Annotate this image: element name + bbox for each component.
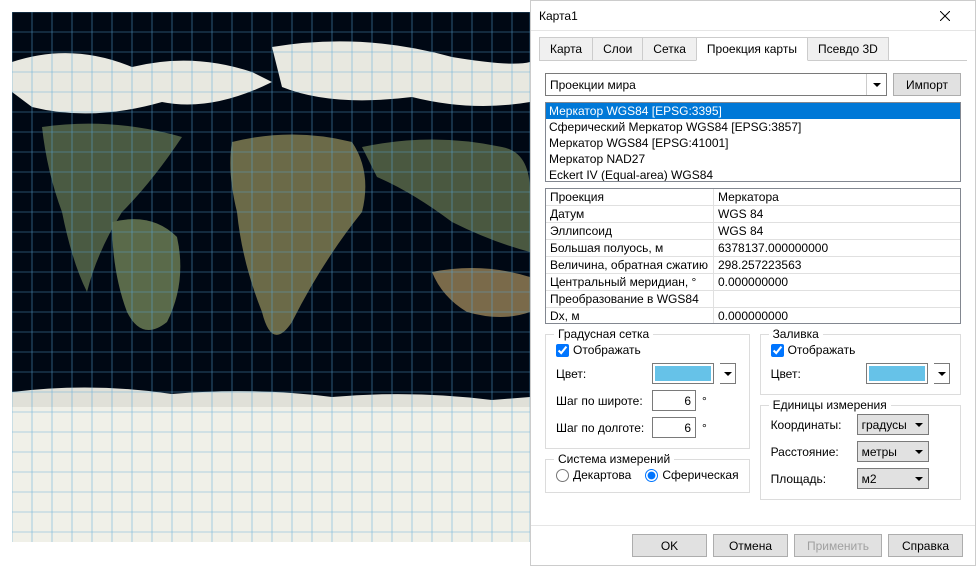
fill-show-checkbox[interactable]: Отображать bbox=[771, 343, 856, 357]
close-button[interactable] bbox=[922, 1, 967, 30]
coords-label: Координаты: bbox=[771, 418, 851, 432]
lat-step-input[interactable] bbox=[652, 390, 696, 411]
color-label: Цвет: bbox=[771, 367, 811, 381]
chevron-down-icon[interactable] bbox=[934, 363, 950, 384]
grid-color-picker[interactable] bbox=[652, 363, 714, 384]
fill-color-picker[interactable] bbox=[866, 363, 928, 384]
spherical-radio[interactable]: Сферическая bbox=[645, 468, 738, 482]
area-label: Площадь: bbox=[771, 472, 851, 486]
property-grid[interactable]: ПроекцияМеркатора ДатумWGS 84 ЭллипсоидW… bbox=[545, 188, 961, 324]
ok-button[interactable]: OK bbox=[632, 534, 707, 557]
tab-bar: Карта Слои Сетка Проекция карты Псевдо 3… bbox=[531, 31, 975, 61]
lat-step-label: Шаг по широте: bbox=[556, 394, 646, 408]
list-item[interactable]: Меркатор WGS84 [EPSG:41001] bbox=[546, 135, 960, 151]
dist-select[interactable]: метры bbox=[857, 441, 929, 462]
group-title: Заливка bbox=[769, 327, 823, 341]
map-canvas bbox=[12, 12, 530, 542]
tab-map[interactable]: Карта bbox=[539, 37, 593, 61]
system-group: Система измерений Декартова Сферическая bbox=[545, 459, 750, 493]
fill-group: Заливка Отображать Цвет: bbox=[760, 334, 961, 395]
apply-button[interactable]: Применить bbox=[794, 534, 882, 557]
area-select[interactable]: м2 bbox=[857, 468, 929, 489]
prop-row: ЭллипсоидWGS 84 bbox=[546, 223, 960, 240]
list-item[interactable]: Сферический Меркатор WGS84 [EPSG:3857] bbox=[546, 119, 960, 135]
dist-label: Расстояние: bbox=[771, 445, 851, 459]
dialog-buttons: OK Отмена Применить Справка bbox=[531, 525, 975, 565]
tab-grid[interactable]: Сетка bbox=[642, 37, 697, 61]
category-combo-value: Проекции мира bbox=[550, 78, 636, 92]
tab-layers[interactable]: Слои bbox=[592, 37, 643, 61]
units-group: Единицы измерения Координаты: градусы Ра… bbox=[760, 405, 961, 500]
tab-pseudo3d[interactable]: Псевдо 3D bbox=[807, 37, 889, 61]
group-title: Единицы измерения bbox=[769, 398, 891, 412]
lon-step-input[interactable] bbox=[652, 417, 696, 438]
grid-group: Градусная сетка Отображать Цвет: Шаг по bbox=[545, 334, 750, 449]
projection-dialog: Карта1 Карта Слои Сетка Проекция карты П… bbox=[530, 0, 976, 566]
chevron-down-icon bbox=[866, 74, 886, 95]
cartesian-radio[interactable]: Декартова bbox=[556, 468, 631, 482]
color-label: Цвет: bbox=[556, 367, 646, 381]
chevron-down-icon[interactable] bbox=[720, 363, 736, 384]
coords-select[interactable]: градусы bbox=[857, 414, 929, 435]
prop-row: Центральный меридиан, °0.000000000 bbox=[546, 274, 960, 291]
prop-row: Dx, м0.000000000 bbox=[546, 308, 960, 324]
prop-row: ДатумWGS 84 bbox=[546, 206, 960, 223]
group-title: Градусная сетка bbox=[554, 327, 653, 341]
help-button[interactable]: Справка bbox=[888, 534, 963, 557]
close-icon bbox=[940, 11, 950, 21]
import-button[interactable]: Импорт bbox=[893, 73, 961, 96]
dialog-title: Карта1 bbox=[539, 9, 922, 23]
tab-projection[interactable]: Проекция карты bbox=[696, 37, 808, 61]
list-item[interactable]: Eckert IV (Equal-area) WGS84 bbox=[546, 167, 960, 182]
prop-row: Преобразование в WGS84 bbox=[546, 291, 960, 308]
prop-row: Большая полуось, м6378137.000000000 bbox=[546, 240, 960, 257]
prop-row: ПроекцияМеркатора bbox=[546, 189, 960, 206]
list-item[interactable]: Меркатор NAD27 bbox=[546, 151, 960, 167]
tab-content: Проекции мира Импорт Меркатор WGS84 [EPS… bbox=[539, 60, 967, 525]
projection-list[interactable]: Меркатор WGS84 [EPSG:3395] Сферический М… bbox=[545, 102, 961, 182]
category-combo[interactable]: Проекции мира bbox=[545, 73, 887, 96]
list-item[interactable]: Меркатор WGS84 [EPSG:3395] bbox=[546, 103, 960, 119]
grid-show-checkbox[interactable]: Отображать bbox=[556, 343, 641, 357]
cancel-button[interactable]: Отмена bbox=[713, 534, 788, 557]
titlebar: Карта1 bbox=[531, 1, 975, 31]
lon-step-label: Шаг по долготе: bbox=[556, 421, 646, 435]
map-viewport[interactable] bbox=[12, 12, 530, 542]
group-title: Система измерений bbox=[554, 452, 674, 466]
prop-row: Величина, обратная сжатию298.257223563 bbox=[546, 257, 960, 274]
